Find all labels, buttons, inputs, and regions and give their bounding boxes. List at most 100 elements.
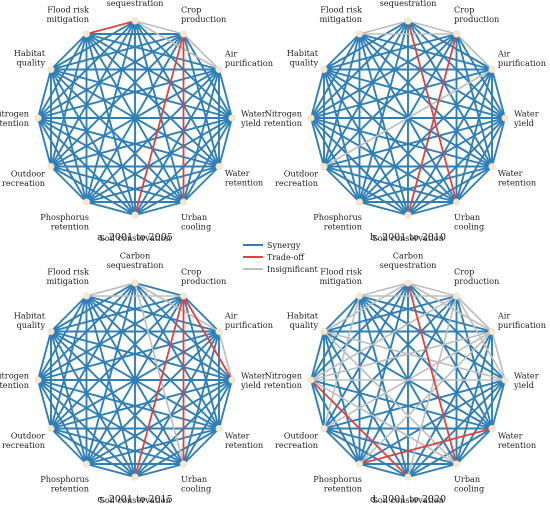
node-label: Flood risk mitigation [46, 4, 90, 24]
node-label-line: production [454, 14, 500, 24]
synergy-edge-6-11 [85, 33, 136, 216]
tradeoff-edge-1-6 [134, 295, 185, 478]
node-label: Soil conservation [99, 233, 171, 243]
node-label-line: Outdoor [284, 168, 318, 178]
service-node [488, 327, 496, 335]
insignificant-edge-0-2 [134, 20, 220, 71]
insignificant-edge-1-6 [407, 295, 458, 478]
node-label-line: production [181, 14, 227, 24]
network-panel-c: Carbon sequestration Crop production Air puri… [0, 250, 274, 505]
node-label-line: Phosphorus [313, 212, 362, 222]
synergy-edge-5-6 [407, 463, 458, 478]
node-label-line: Phosphorus [40, 474, 89, 484]
synergy-edge-5-9 [37, 379, 185, 465]
node-label-line: production [454, 276, 500, 286]
synergy-edge-1-8 [50, 33, 185, 168]
node-label: Outdoor recreation [2, 168, 46, 188]
synergy-edge-7-10 [323, 68, 361, 203]
synergy-edge-6-8 [323, 165, 409, 216]
node-label-line: Water [498, 168, 523, 178]
node-label: Crop production [181, 266, 227, 286]
synergy-edge-7-8 [323, 165, 361, 203]
node-label-line: Soil conservation [372, 495, 444, 505]
service-node [215, 163, 223, 171]
node-label-line: Soil conservation [372, 233, 444, 243]
insignificant-edge-8-11 [323, 295, 361, 430]
node-label-line: yield [513, 380, 534, 390]
synergy-edge-5-6 [134, 463, 185, 478]
synergy-edges [310, 20, 506, 216]
synergy-edge-6-10 [50, 68, 136, 216]
synergy-edge-10-11 [323, 33, 361, 71]
node-label: Habitat quality [14, 48, 46, 67]
service-node [215, 66, 223, 74]
synergy-edge-4-11 [85, 295, 220, 430]
node-label-line: purification [498, 320, 547, 330]
tradeoff-edges [134, 295, 233, 478]
node-label: Water yield [240, 108, 266, 128]
synergy-edge-10-11 [323, 295, 361, 333]
synergy-edge-5-11 [85, 295, 185, 465]
synergy-edge-3-11 [85, 33, 233, 119]
node-label-line: retention [324, 222, 363, 232]
synergy-edge-3-11 [358, 33, 506, 119]
insignificant-edge-2-8 [323, 68, 493, 168]
node-label-line: purification [225, 320, 274, 330]
node-label: Air purification [497, 48, 547, 68]
node-label-line: retention [0, 118, 30, 128]
synergy-edge-9-11 [310, 295, 361, 381]
node-label: Water yield [240, 370, 266, 390]
node-label: Crop production [454, 4, 500, 24]
node-label: Phosphorus retention [40, 474, 89, 494]
node-label: Air purification [497, 310, 547, 330]
service-node [355, 30, 363, 38]
synergy-edge-1-8 [50, 295, 185, 430]
synergy-edge-5-6 [407, 201, 458, 216]
node-label-line: sequestration [107, 0, 165, 8]
synergy-edge-9-10 [310, 330, 325, 381]
service-node [131, 279, 139, 287]
service-node [488, 66, 496, 74]
insignificant-edge-3-10 [323, 330, 506, 381]
node-label-line: retention [51, 222, 90, 232]
node-label-line: retention [0, 380, 30, 390]
synergy-edge-1-2 [182, 295, 220, 333]
node-label-line: Water [514, 108, 539, 118]
service-node [47, 163, 55, 171]
panel-caption-d: d. 2001 to 2020 [370, 494, 446, 505]
node-label-line: Urban [454, 212, 481, 222]
node-label: Air purification [224, 310, 274, 330]
synergy-edge-9-11 [310, 33, 361, 119]
node-label-line: Flood risk [47, 266, 90, 276]
tradeoff-edge-1-6 [134, 33, 185, 216]
service-node [307, 114, 315, 122]
node-label-line: yield [240, 118, 261, 128]
synergy-edge-5-9 [310, 117, 458, 203]
node-label-line: retention [225, 178, 264, 188]
node-label-line: sequestration [380, 0, 438, 8]
service-node [34, 376, 42, 384]
synergy-edge-3-10 [50, 330, 233, 381]
node-label-line: Flood risk [320, 266, 363, 276]
node-label-line: Crop [454, 266, 474, 276]
node-label: Water retention [498, 430, 537, 450]
node-label-line: recreation [2, 178, 46, 188]
node-label-line: sequestration [380, 260, 438, 270]
insignificant-edge-0-1 [407, 20, 458, 35]
synergy-edge-6-10 [50, 330, 136, 478]
synergy-edge-4-5 [182, 427, 220, 465]
synergy-edge-3-4 [218, 379, 233, 430]
synergy-edge-6-8 [50, 165, 136, 216]
legend-synergy-label: Synergy [267, 241, 301, 250]
service-node [404, 279, 412, 287]
insignificant-edge-2-3 [218, 330, 233, 381]
node-label-line: Crop [454, 4, 474, 14]
legend: Synergy Trade-off Insignificant [243, 241, 319, 274]
synergy-edge-7-10 [50, 330, 88, 465]
synergy-edges [37, 282, 233, 478]
synergy-edge-2-11 [85, 295, 220, 333]
synergy-edge-7-9 [37, 117, 88, 203]
